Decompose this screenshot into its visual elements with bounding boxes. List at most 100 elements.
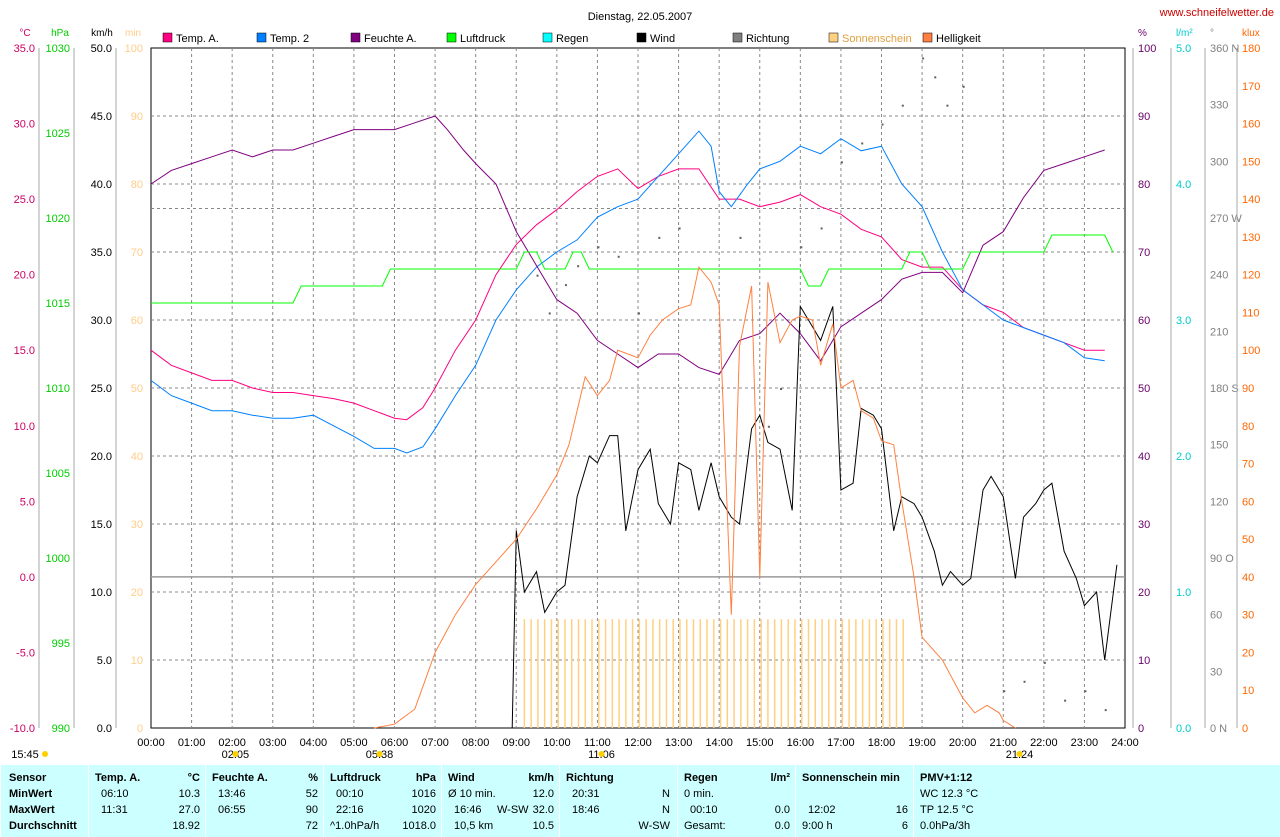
- stats-sensor-col: Sensor MinWert MaxWert Durchschnitt: [0, 765, 89, 837]
- series-temp-2: [150, 130, 1105, 454]
- stats-cell: 20:31: [572, 788, 600, 800]
- left-tick-label: 25.0: [14, 194, 35, 206]
- legend-label: Regen: [556, 33, 588, 45]
- direction-dot: [739, 236, 742, 239]
- right-tick-label: 240: [1210, 270, 1228, 282]
- x-tick-label: 15:00: [746, 737, 774, 749]
- left-tick-label: 70: [131, 247, 143, 259]
- stats-cell: 32.0: [532, 804, 554, 816]
- stats-richtung-title: Richtung: [566, 772, 614, 784]
- stats-cell: 6: [901, 820, 908, 832]
- right-tick-label: 90: [1242, 383, 1254, 395]
- right-axis-unit: °: [1210, 28, 1214, 39]
- series-temp-a: [150, 168, 1105, 421]
- right-tick-label: 30: [1138, 519, 1150, 531]
- left-tick-label: 10.0: [14, 421, 35, 433]
- right-tick-label: 360 N: [1210, 43, 1239, 55]
- x-tick-label: 13:00: [665, 737, 693, 749]
- stats-cell: 10,5 km: [454, 820, 494, 832]
- stats-cell: 06:55: [218, 804, 246, 816]
- left-tick-label: 5.0: [97, 655, 112, 667]
- direction-dot: [1104, 709, 1107, 712]
- x-tick-label: 07:00: [421, 737, 449, 749]
- stats-wind-unit: km/h: [528, 772, 554, 784]
- stats-regen-unit: l/m²: [770, 772, 790, 784]
- right-tick-label: 60: [1242, 496, 1254, 508]
- direction-dot: [922, 57, 925, 60]
- left-tick-label: 25.0: [91, 383, 112, 395]
- series-helligkeit: [374, 265, 1016, 729]
- sun-marker-icon: [598, 751, 605, 757]
- right-tick-label: 2.0: [1176, 451, 1191, 463]
- legend-swatch: [542, 32, 553, 43]
- stats-cell: 00:10: [690, 804, 718, 816]
- stats-luftdruck-col: Luftdruck hPa 00:10 1016 22:16 1020 ^1.0hPa…: [323, 765, 442, 837]
- stats-luftdruck-unit: hPa: [415, 772, 436, 784]
- stats-cell: 1018.0: [402, 820, 436, 832]
- left-axis-unit: km/h: [91, 28, 113, 39]
- left-tick-label: 1020: [46, 213, 70, 225]
- left-tick-label: 20.0: [14, 270, 35, 282]
- left-tick-label: 990: [52, 723, 70, 735]
- stats-cell: 06:10: [101, 788, 129, 800]
- legend-swatch: [922, 32, 933, 43]
- stats-sonne-col: Sonnenschein min 12:02 16 9:00 h 6: [795, 765, 914, 837]
- left-tick-label: 90: [131, 111, 143, 123]
- right-tick-label: 40: [1138, 451, 1150, 463]
- stats-cell: 16: [895, 804, 908, 816]
- x-tick-label: 06:00: [381, 737, 409, 749]
- left-axis-unit: min: [125, 28, 141, 39]
- legend-swatch: [350, 32, 361, 43]
- x-tick-label: 14:00: [705, 737, 733, 749]
- right-axis-unit: %: [1138, 28, 1147, 39]
- stats-cell: 1020: [411, 804, 436, 816]
- left-tick-label: 30.0: [91, 315, 112, 327]
- legend-label: Feuchte A.: [364, 33, 417, 45]
- stats-cell: N: [662, 788, 670, 800]
- stats-cell: 18:46: [572, 804, 600, 816]
- direction-dot: [577, 265, 580, 268]
- right-tick-label: 20: [1242, 647, 1254, 659]
- left-tick-label: 35.0: [14, 43, 35, 55]
- stats-cell: TP 12.5 °C: [920, 804, 974, 816]
- left-tick-label: 995: [52, 638, 70, 650]
- direction-dot: [617, 255, 620, 258]
- direction-dot: [901, 104, 904, 107]
- right-axis-unit: klux: [1242, 28, 1260, 39]
- right-tick-label: 90: [1138, 111, 1150, 123]
- sun-marker-icon: [376, 751, 383, 757]
- left-tick-label: 10: [131, 655, 143, 667]
- x-tick-label: 20:00: [949, 737, 977, 749]
- x-tick-label: 19:00: [908, 737, 936, 749]
- stats-pmv-title: PMV+1:12: [920, 772, 973, 784]
- right-tick-label: 0 N: [1210, 723, 1227, 735]
- stats-temp-unit: °C: [187, 772, 200, 784]
- stats-row-min: MinWert: [9, 788, 53, 800]
- series-luftdruck: [151, 234, 1114, 304]
- x-tick-label: 01:00: [178, 737, 206, 749]
- direction-dot: [1023, 680, 1026, 683]
- stats-temp-title: Temp. A.: [95, 772, 141, 784]
- series-feuchte-a: [150, 115, 1105, 376]
- left-tick-label: 30: [131, 519, 143, 531]
- x-tick-label: 03:00: [259, 737, 287, 749]
- right-tick-label: 30: [1210, 666, 1222, 678]
- stats-cell: 12:02: [808, 804, 836, 816]
- right-tick-label: 4.0: [1176, 179, 1191, 191]
- right-tick-label: 330: [1210, 100, 1228, 112]
- left-tick-label: 45.0: [91, 111, 112, 123]
- legend-label: Wind: [650, 33, 675, 45]
- legend-swatch: [732, 32, 743, 43]
- legend-label: Sonnenschein: [842, 33, 912, 45]
- stats-cell: 72: [305, 820, 318, 832]
- direction-dot: [820, 227, 823, 230]
- right-tick-label: 60: [1210, 610, 1222, 622]
- series-wind: [511, 304, 1118, 729]
- site-link[interactable]: www.schneifelwetter.de: [1159, 7, 1274, 19]
- right-tick-label: 1.0: [1176, 587, 1191, 599]
- stats-cell: 1016: [411, 788, 436, 800]
- right-tick-label: 170: [1242, 81, 1260, 93]
- axes: °C 35.0 30.0 25.0 20.0 15.0 10.0 5.0 0.0 -5.0 -10.…: [10, 28, 1260, 761]
- x-tick-label: 09:00: [502, 737, 530, 749]
- legend-swatch: [256, 32, 267, 43]
